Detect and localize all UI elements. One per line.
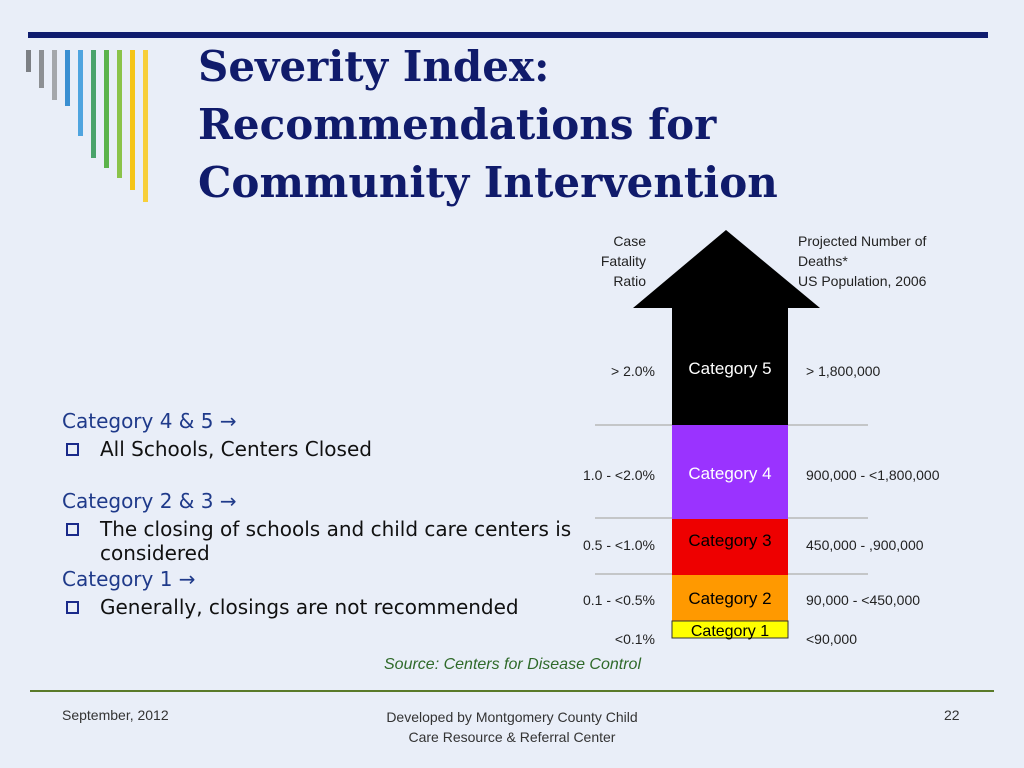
cfr-header-line3: Ratio — [613, 273, 646, 289]
cat-label-4: Category 4 — [688, 464, 771, 483]
recommendations-list: Category 4 & 5 → All Schools, Centers Cl… — [62, 407, 582, 619]
cfr-header-line2: Fatality — [601, 253, 646, 269]
cfr-cat4: 1.0 - <2.0% — [583, 467, 655, 483]
bullet-cat23: The closing of schools and child care ce… — [62, 517, 582, 565]
cat2-block — [672, 575, 788, 621]
slide-title: Severity Index: Recommendations for Comm… — [198, 42, 778, 207]
group-header-cat23: Category 2 & 3 → — [62, 489, 237, 513]
page-number: 22 — [944, 707, 960, 723]
decorative-stripe — [26, 50, 31, 72]
cat4-block — [672, 425, 788, 519]
deaths-cat1: <90,000 — [806, 631, 857, 647]
cat-label-1: Category 1 — [691, 623, 769, 640]
decorative-stripe — [52, 50, 57, 100]
cat-label-3: Category 3 — [688, 531, 771, 550]
group-header-cat1: Category 1 → — [62, 567, 196, 591]
cat1-block — [671, 620, 789, 639]
title-bar-rule — [28, 32, 988, 38]
decorative-stripe — [78, 50, 83, 136]
deaths-header-line2: Deaths* — [798, 253, 848, 269]
deaths-cat3: 450,000 - ,900,000 — [806, 537, 924, 553]
decorative-stripe — [117, 50, 122, 178]
cfr-cat5: > 2.0% — [611, 363, 655, 379]
footer-credit: Developed by Montgomery County Child Car… — [362, 707, 662, 747]
cat-label-5: Category 5 — [688, 359, 771, 378]
bullet-cat45: All Schools, Centers Closed — [62, 437, 582, 461]
cfr-header-line1: Case — [613, 233, 646, 249]
footer-rule — [30, 690, 994, 692]
cfr-cat1: <0.1% — [615, 631, 655, 647]
footer-credit-line1: Developed by Montgomery County Child — [386, 709, 638, 725]
cfr-cat3: 0.5 - <1.0% — [583, 537, 655, 553]
deaths-header-line3: US Population, 2006 — [798, 273, 927, 289]
cfr-cat2: 0.1 - <0.5% — [583, 592, 655, 608]
bullet-cat1: Generally, closings are not recommended — [62, 595, 582, 619]
footer-date: September, 2012 — [62, 707, 169, 723]
deaths-header-line1: Projected Number of — [798, 233, 927, 249]
group-header-cat45: Category 4 & 5 → — [62, 409, 237, 433]
arrow-head — [633, 230, 820, 425]
decorative-stripe — [104, 50, 109, 168]
decorative-stripe — [39, 50, 44, 88]
decorative-stripes — [26, 50, 166, 210]
deaths-cat5: > 1,800,000 — [806, 363, 881, 379]
deaths-cat2: 90,000 - <450,000 — [806, 592, 920, 608]
decorative-stripe — [130, 50, 135, 190]
decorative-stripe — [143, 50, 148, 202]
deaths-cat4: 900,000 - <1,800,000 — [806, 467, 940, 483]
source-citation: Source: Centers for Disease Control — [384, 656, 641, 673]
footer-credit-line2: Care Resource & Referral Center — [408, 729, 616, 745]
decorative-stripe — [91, 50, 96, 158]
cat-label-2: Category 2 — [688, 589, 771, 608]
cat3-block — [672, 519, 788, 575]
decorative-stripe — [65, 50, 70, 106]
